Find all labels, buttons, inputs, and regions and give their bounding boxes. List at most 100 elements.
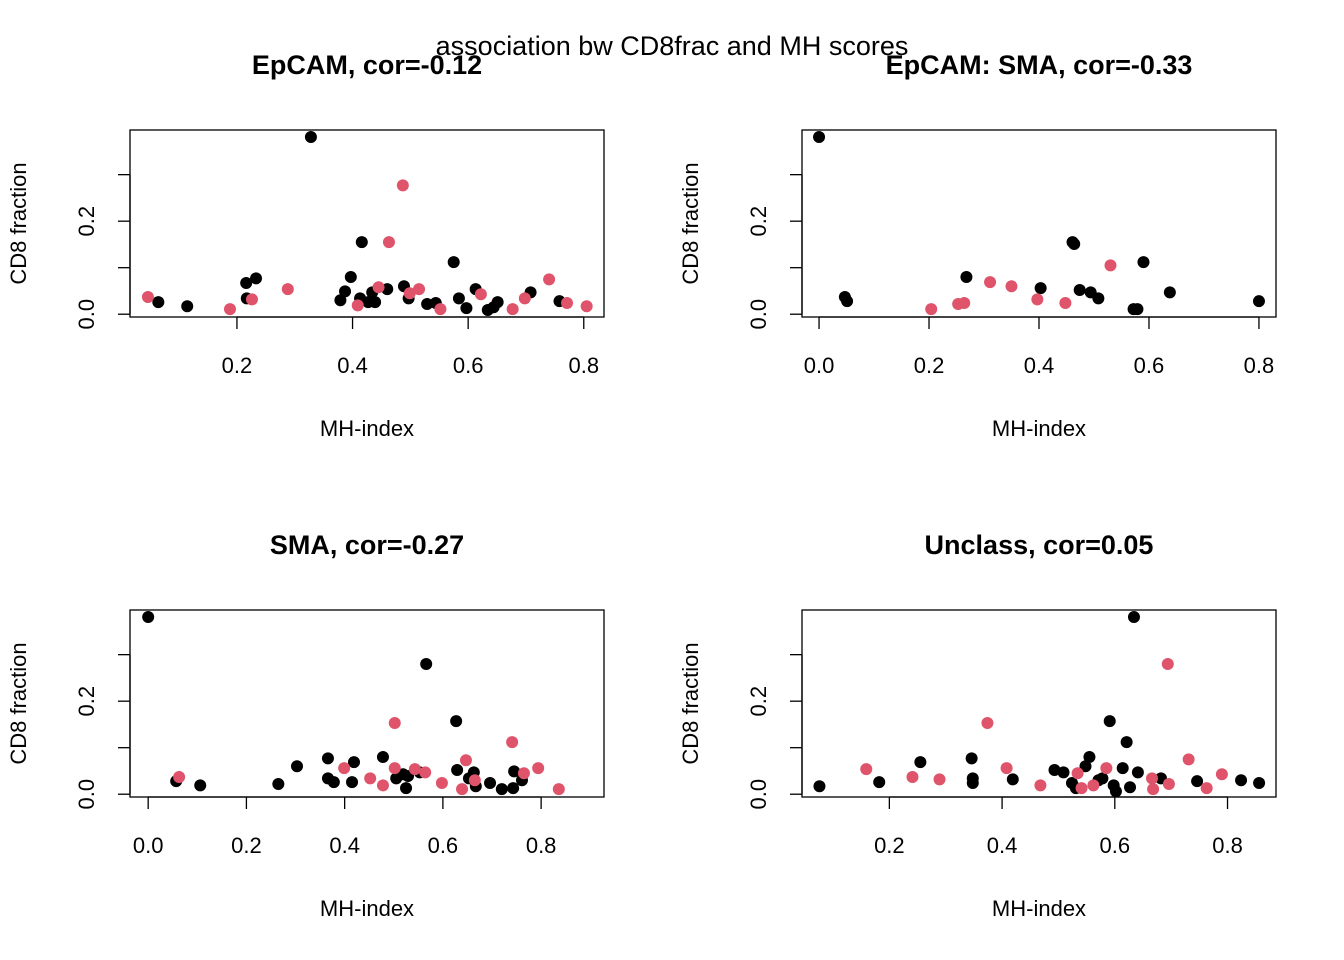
point: [508, 765, 521, 778]
point: [1109, 785, 1122, 798]
plot-box: [129, 609, 605, 798]
point: [240, 277, 253, 290]
point: [580, 300, 593, 313]
point: [400, 782, 413, 795]
point: [495, 783, 508, 796]
point: [1048, 764, 1061, 777]
point: [451, 764, 464, 777]
point: [1120, 736, 1133, 749]
y-axis-label: CD8 fraction: [6, 642, 31, 764]
point: [1006, 773, 1019, 786]
point: [281, 283, 294, 296]
point: [813, 130, 826, 143]
point: [860, 763, 873, 776]
point: [347, 756, 360, 769]
plot-box: [129, 129, 605, 318]
point: [408, 763, 421, 776]
point: [1131, 766, 1144, 779]
point: [351, 299, 364, 312]
x-tick-label: 0.8: [526, 833, 557, 858]
point: [561, 297, 574, 310]
point: [334, 294, 347, 307]
x-axis-label: MH-index: [320, 896, 414, 921]
point: [1096, 772, 1109, 785]
y-tick-label: 0.0: [74, 779, 99, 810]
x-tick-label: 0.2: [874, 833, 905, 858]
point: [906, 770, 919, 783]
point: [346, 776, 359, 789]
x-axis-label: MH-index: [992, 416, 1086, 441]
point: [447, 256, 460, 269]
point: [1068, 237, 1081, 250]
point: [1162, 777, 1175, 790]
point: [965, 752, 978, 765]
point: [142, 610, 155, 623]
point: [484, 777, 497, 790]
point: [1034, 282, 1047, 295]
point: [813, 780, 826, 793]
point: [338, 762, 351, 775]
panel-title: EpCAM, cor=-0.12: [252, 50, 482, 80]
point: [474, 288, 487, 301]
plot-box: [801, 129, 1277, 318]
plot-box: [801, 609, 1277, 798]
x-tick-label: 0.2: [231, 833, 262, 858]
point: [984, 276, 997, 289]
point: [456, 783, 469, 796]
point: [1235, 774, 1248, 787]
point: [452, 292, 465, 305]
point: [250, 272, 263, 285]
point: [1103, 715, 1116, 728]
point: [369, 296, 382, 309]
point: [421, 297, 434, 310]
x-tick-label: 0.2: [914, 353, 945, 378]
point: [1100, 762, 1113, 775]
point: [355, 236, 368, 249]
point: [506, 303, 519, 316]
point: [460, 302, 473, 315]
point: [517, 767, 530, 780]
figure-title: association bw CD8frac and MH scores: [436, 31, 909, 61]
point: [339, 285, 352, 298]
point: [434, 303, 447, 316]
point: [552, 783, 565, 796]
point: [435, 777, 448, 790]
x-tick-label: 0.6: [1100, 833, 1131, 858]
y-tick-label: 0.2: [746, 686, 771, 717]
point: [372, 281, 385, 294]
point: [1104, 259, 1117, 272]
point: [1057, 766, 1070, 779]
point: [396, 179, 409, 192]
point: [925, 303, 938, 316]
point: [981, 717, 994, 730]
point: [468, 774, 481, 787]
y-tick-label: 0.2: [746, 206, 771, 237]
point: [459, 754, 472, 767]
x-tick-label: 0.0: [804, 353, 835, 378]
point: [873, 776, 886, 789]
point: [1163, 286, 1176, 299]
point: [413, 283, 426, 296]
point: [1031, 293, 1044, 306]
point: [518, 292, 531, 305]
y-axis-label: CD8 fraction: [678, 162, 703, 284]
point: [1252, 295, 1265, 308]
point: [1182, 753, 1195, 766]
point: [321, 752, 334, 765]
point: [152, 296, 165, 309]
point: [1161, 657, 1174, 670]
point: [388, 717, 401, 730]
y-tick-label: 0.0: [746, 779, 771, 810]
point: [272, 777, 285, 790]
point: [491, 296, 504, 309]
point: [181, 300, 194, 313]
point: [419, 766, 432, 779]
y-tick-label: 0.2: [74, 206, 99, 237]
point: [450, 715, 463, 728]
point: [1000, 762, 1013, 775]
x-tick-label: 0.4: [987, 833, 1018, 858]
point: [327, 776, 340, 789]
point: [304, 130, 317, 143]
